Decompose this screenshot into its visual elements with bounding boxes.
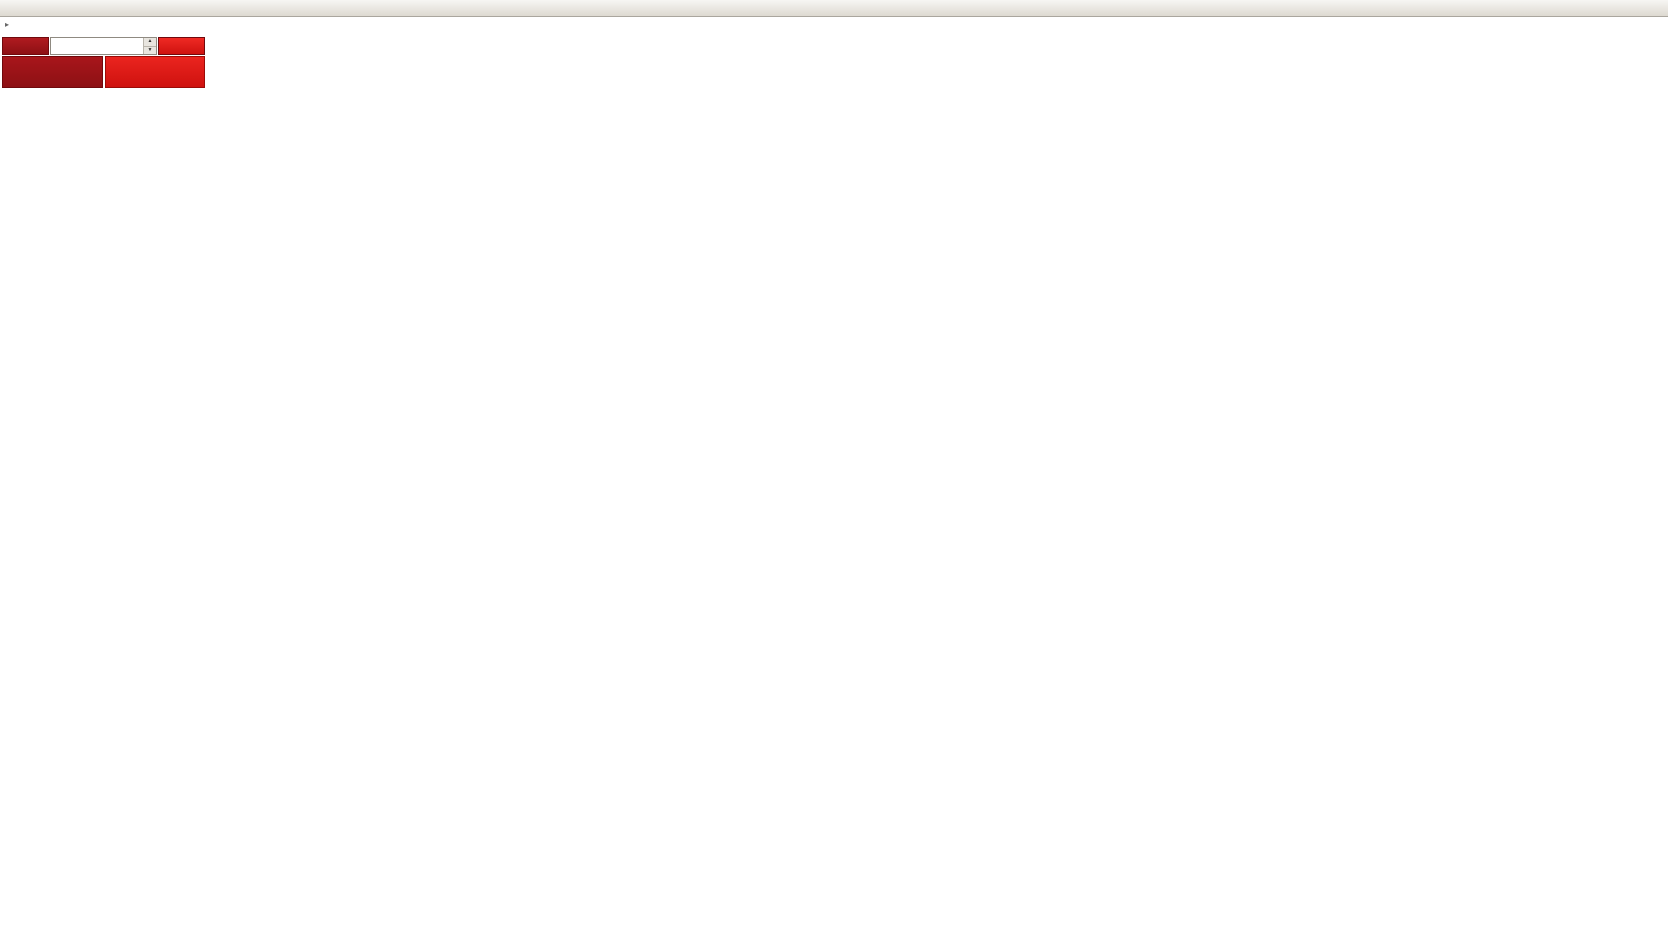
- buy-button[interactable]: [158, 37, 205, 55]
- volume-stepper: ▲ ▼: [143, 38, 156, 54]
- one-click-trading-panel: ▲ ▼: [2, 37, 205, 88]
- price-boxes-row: [2, 56, 205, 88]
- quote-row: ▸: [5, 20, 23, 29]
- volume-field[interactable]: ▲ ▼: [50, 37, 157, 55]
- order-controls-row: ▲ ▼: [2, 37, 205, 55]
- symbol-marker-icon: ▸: [5, 20, 10, 29]
- sell-price-box[interactable]: [2, 56, 103, 88]
- main-toolbar: [0, 0, 1668, 17]
- sell-button[interactable]: [2, 37, 49, 55]
- volume-increase-button[interactable]: ▲: [144, 38, 156, 47]
- buy-price-box[interactable]: [104, 56, 205, 88]
- volume-value[interactable]: [51, 38, 143, 54]
- volume-decrease-button[interactable]: ▼: [144, 46, 156, 54]
